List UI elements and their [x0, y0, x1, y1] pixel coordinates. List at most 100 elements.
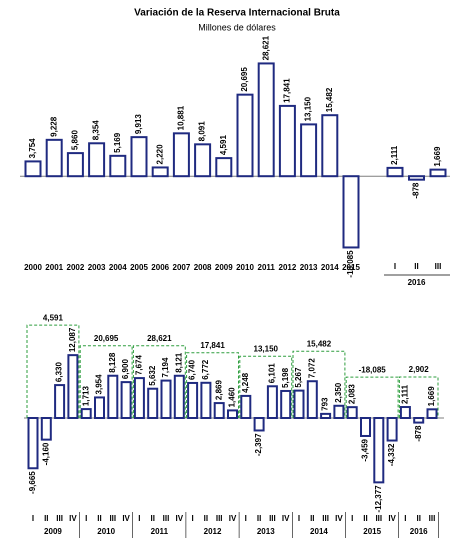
bar [236, 93, 254, 178]
value-label: 9,913 [134, 114, 143, 135]
value-label: 9,228 [49, 116, 58, 137]
bar [173, 374, 185, 420]
group-label: 2016 [408, 278, 426, 287]
value-label: -12,377 [374, 485, 383, 513]
x-tick-label: I [32, 514, 34, 523]
year-label: 2010 [97, 527, 115, 536]
total-label: 20,695 [94, 334, 119, 343]
bar [306, 380, 318, 419]
x-tick-label: III [163, 514, 170, 523]
value-label: 1,460 [228, 387, 237, 408]
bar [147, 387, 159, 419]
bar [413, 417, 425, 424]
x-tick-label: 2012 [279, 263, 297, 272]
x-tick-label: II [416, 514, 420, 523]
x-tick-label: II [44, 514, 48, 523]
value-label: 8,128 [108, 352, 117, 373]
value-label: 1,713 [81, 386, 90, 407]
value-label: -4,160 [41, 442, 50, 465]
bar [213, 402, 225, 420]
value-label: 3,954 [95, 374, 104, 395]
x-tick-label: II [363, 514, 367, 523]
value-label: 7,194 [161, 357, 170, 378]
x-tick-label: III [216, 514, 223, 523]
x-tick-label: III [269, 514, 276, 523]
bar [266, 385, 278, 420]
x-tick-label: 2013 [300, 263, 318, 272]
x-tick-label: III [322, 514, 329, 523]
chart-title: Variación de la Reserva Internacional Br… [134, 8, 340, 19]
value-label: -2,397 [254, 433, 263, 456]
bar [133, 377, 145, 420]
bracket [26, 324, 80, 418]
x-tick-label: 2004 [109, 263, 127, 272]
total-label: 15,482 [307, 339, 332, 348]
bar [107, 374, 119, 420]
x-tick-label: IV [282, 514, 290, 523]
x-tick-label: 2005 [130, 263, 148, 272]
value-label: 28,621 [261, 35, 270, 60]
x-tick-label: 2010 [236, 263, 254, 272]
value-label: 15,482 [325, 87, 334, 112]
value-label: -878 [414, 425, 423, 442]
x-tick-label: 2002 [67, 263, 85, 272]
bar [67, 354, 79, 420]
year-label: 2012 [204, 527, 222, 536]
value-label: 5,198 [281, 367, 290, 388]
x-tick-label: 2006 [151, 263, 169, 272]
value-label: 2,083 [347, 384, 356, 405]
bar [408, 175, 425, 181]
bar [386, 166, 404, 178]
x-tick-label: III [375, 514, 382, 523]
x-tick-label: I [138, 514, 140, 523]
bar [40, 417, 52, 441]
x-tick-label: I [85, 514, 87, 523]
bar [227, 409, 238, 419]
value-label: 13,150 [304, 96, 313, 121]
value-label: 2,111 [401, 384, 410, 404]
bar [320, 412, 332, 420]
total-label: 2,902 [409, 365, 430, 374]
value-label: 2,111 [390, 145, 399, 165]
value-label: 6,900 [121, 359, 130, 380]
x-tick-label: II [204, 514, 208, 523]
bar [27, 417, 39, 470]
total-label: -18,085 [359, 365, 387, 374]
value-label: 6,330 [55, 362, 64, 383]
value-label: 5,632 [148, 365, 157, 386]
bracket [79, 345, 133, 418]
bracket [345, 376, 399, 418]
value-label: 12,087 [68, 327, 77, 352]
x-tick-label: II [310, 514, 314, 523]
bar [300, 123, 318, 178]
bar [386, 417, 398, 442]
x-tick-label: III [435, 262, 442, 271]
x-tick-label: III [56, 514, 63, 523]
year-label: 2011 [151, 527, 169, 536]
x-tick-label: 2008 [194, 263, 212, 272]
value-label: 7,674 [135, 355, 144, 376]
bar [66, 152, 84, 178]
value-label: 6,772 [201, 359, 210, 380]
x-tick-label: I [404, 514, 406, 523]
x-tick-label: IV [176, 514, 184, 523]
bar [253, 417, 265, 432]
value-label: -18,085 [346, 250, 355, 278]
x-tick-label: III [109, 514, 116, 523]
bracket [398, 376, 439, 418]
bar [120, 381, 132, 419]
year-label: 2016 [410, 527, 428, 536]
x-tick-label: 2011 [258, 263, 276, 272]
total-label: 4,591 [43, 313, 64, 322]
x-tick-label: IV [122, 514, 130, 523]
value-label: 3,754 [28, 138, 37, 159]
x-tick-label: I [191, 514, 193, 523]
bar [88, 142, 106, 178]
value-label: 8,121 [174, 352, 183, 373]
bar [194, 143, 212, 178]
value-label: 20,695 [240, 67, 249, 92]
bar [200, 381, 212, 420]
value-label: 17,841 [283, 78, 292, 103]
bar [321, 114, 339, 178]
